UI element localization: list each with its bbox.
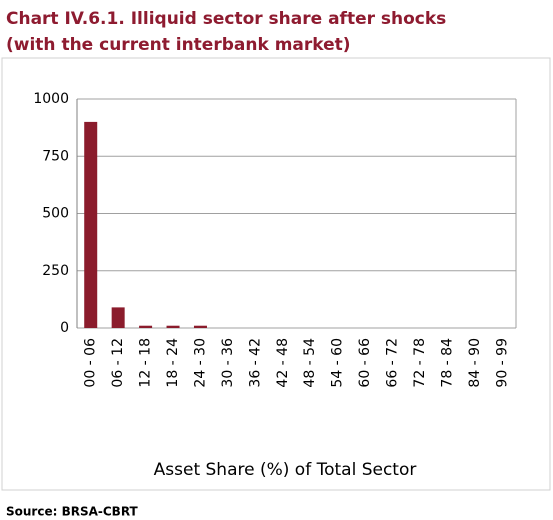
y-tick-label: 750 [42,148,69,164]
x-tick-label: 36 - 42 [247,338,263,388]
bar [166,325,180,328]
source: Source: BRSA-CBRT [6,505,139,519]
x-tick-label: 24 - 30 [192,338,208,388]
x-tick-label: 30 - 36 [220,338,236,388]
x-tick-label: 42 - 48 [275,338,291,388]
bar [193,325,207,328]
x-tick-label: 78 - 84 [439,338,455,388]
bar [84,121,98,329]
x-tick-label: 12 - 18 [138,338,154,388]
x-tick-label: 90 - 99 [494,338,510,388]
chart-subtitle: (with the current interbank market) [6,35,351,55]
y-tick-label: 250 [42,263,69,279]
x-tick-label: 06 - 12 [110,338,126,388]
x-tick-label: 00 - 06 [83,338,99,388]
y-tick-label: 500 [42,206,69,222]
bar [139,325,153,328]
x-tick-label: 66 - 72 [385,338,401,388]
x-tick-label: 72 - 78 [412,338,428,388]
y-tick-label: 0 [60,320,69,336]
x-tick-label: 48 - 54 [302,338,318,388]
x-tick-label: 54 - 60 [330,338,346,388]
y-tick-label: 1000 [33,91,69,107]
x-tick-label: 18 - 24 [165,338,181,388]
chart-title: Chart IV.6.1. Illiquid sector share afte… [6,9,446,29]
x-axis-label: Asset Share (%) of Total Sector [154,460,417,480]
x-tick-label: 84 - 90 [467,338,483,388]
bar [111,307,125,328]
chart-frame [1,57,551,491]
x-tick-label: 60 - 66 [357,338,373,388]
